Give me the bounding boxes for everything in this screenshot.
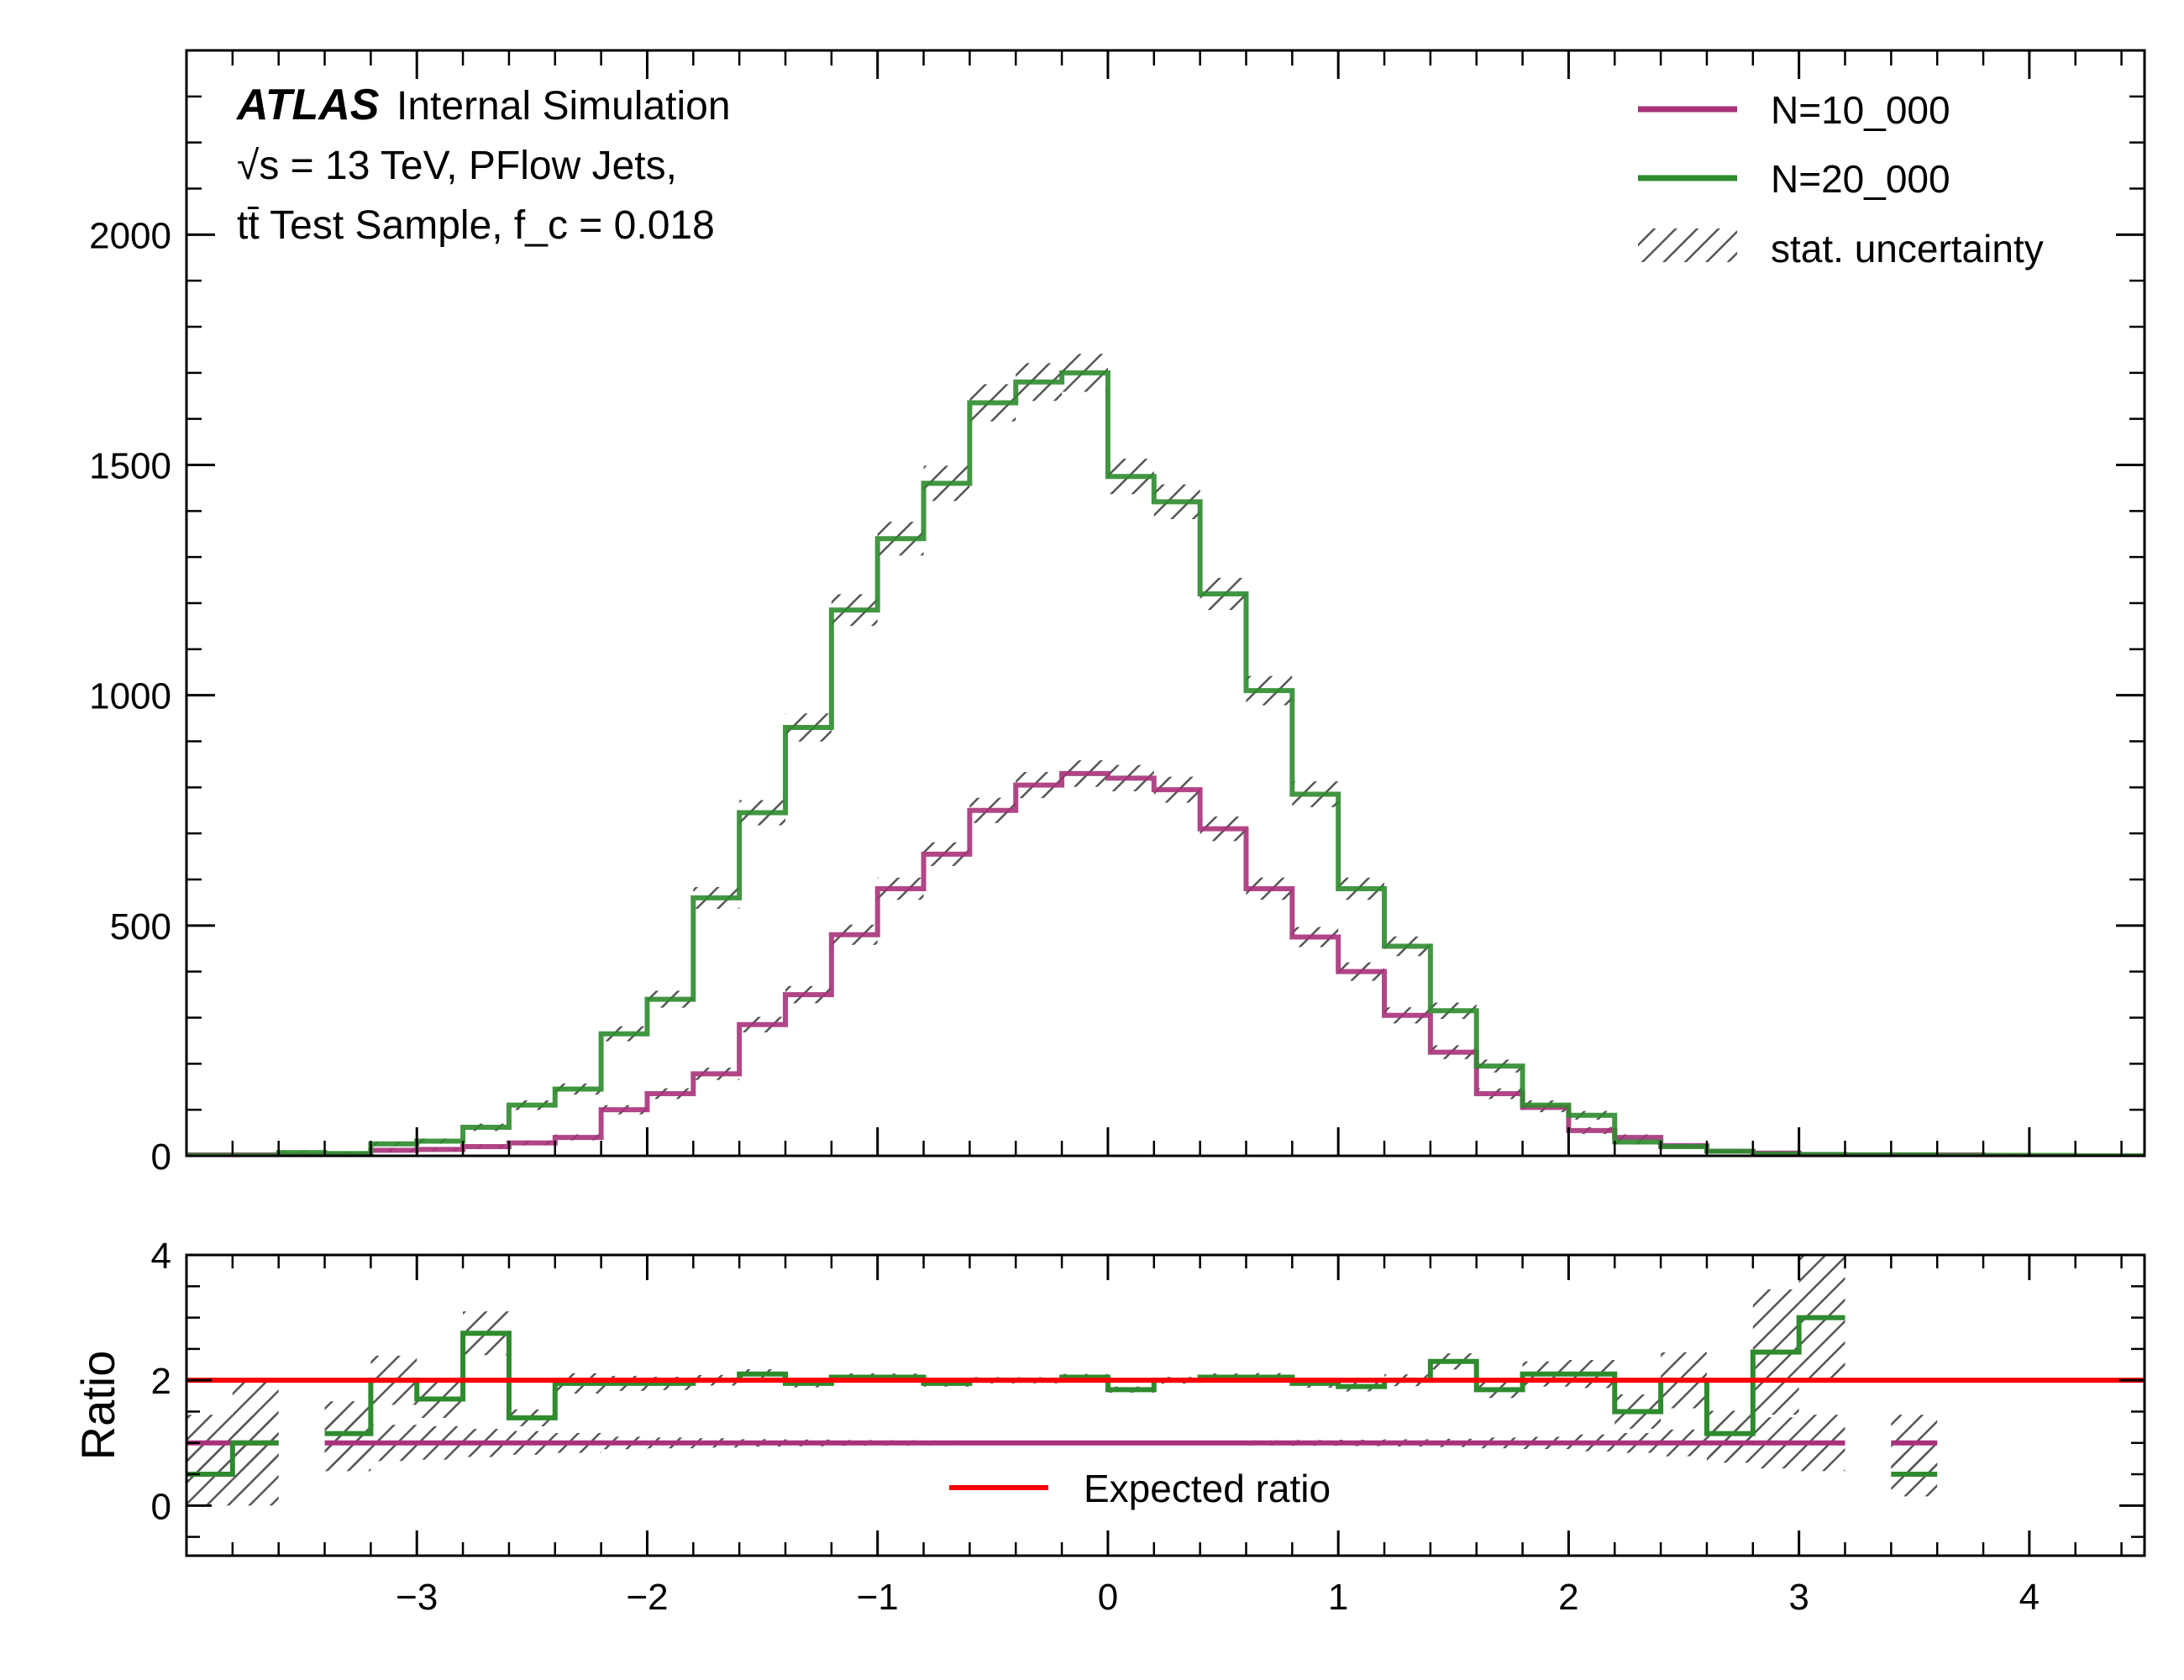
ratio-frame	[186, 1255, 2145, 1556]
y-tick-label: 500	[110, 906, 171, 948]
sample-label: tt̄ Test Sample, f_c = 0.018	[237, 203, 715, 248]
y-tick-label: 2000	[89, 215, 171, 256]
y-tick-label: 1000	[89, 676, 171, 717]
y-tick-label: 0	[151, 1137, 171, 1178]
atlas-info: ATLAS Internal Simulation √s = 13 TeV, P…	[235, 81, 731, 248]
x-tick-label: 3	[1788, 1577, 1809, 1618]
legend: N=10_000 N=20_000 stat. uncertainty	[1638, 88, 2044, 270]
ratio-y-tick-label: 2	[151, 1361, 171, 1402]
x-tick-label: 2	[1558, 1577, 1578, 1618]
x-tick-label: −1	[857, 1577, 899, 1618]
internal-simulation-label: Internal Simulation	[396, 84, 731, 129]
x-tick-label: 0	[1098, 1577, 1118, 1618]
legend-label-n10000: N=10_000	[1771, 88, 1950, 132]
x-tick-label: 4	[2019, 1577, 2040, 1618]
ratio-y-tick-label: 4	[151, 1236, 171, 1277]
ratio-legend-label: Expected ratio	[1084, 1467, 1331, 1510]
ratio-y-tick-label: 0	[151, 1486, 171, 1527]
ratio-ylabel: Ratio	[71, 1351, 124, 1461]
x-tick-label: 1	[1328, 1577, 1348, 1618]
y-tick-label: 1500	[89, 446, 171, 487]
legend-label-n20000: N=20_000	[1771, 157, 1950, 201]
ratio-panel: 0 2 4 −3 −2 −1 0 1 2 3 4 Ratio	[71, 1236, 2145, 1618]
energy-label: √s = 13 TeV, PFlow Jets,	[237, 144, 677, 188]
histogram-n10000	[186, 774, 2167, 1156]
x-tick-label: −3	[396, 1577, 438, 1618]
legend-label-stat-uncertainty: stat. uncertainty	[1771, 227, 2044, 270]
ratio-legend: Expected ratio	[949, 1467, 1331, 1510]
atlas-label: ATLAS	[235, 81, 380, 129]
x-tick-label: −2	[626, 1577, 668, 1618]
legend-swatch-hatch	[1638, 228, 1737, 262]
